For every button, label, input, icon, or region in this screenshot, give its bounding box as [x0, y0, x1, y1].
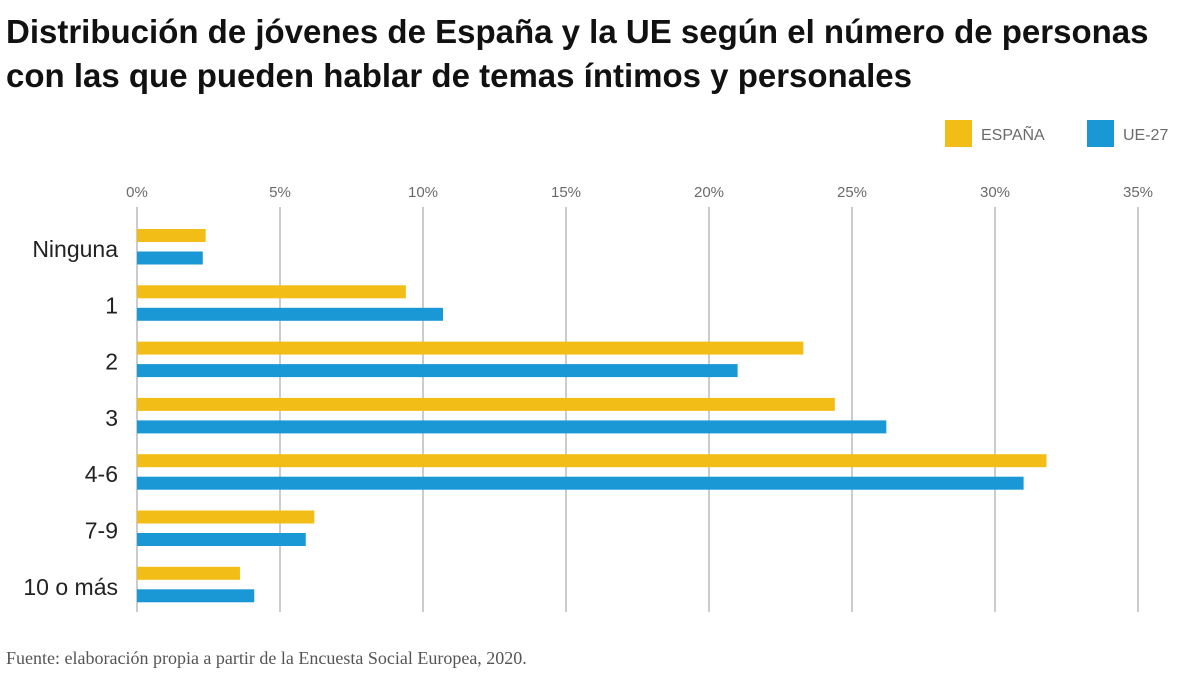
- bar: [137, 476, 1024, 490]
- bar: [137, 364, 738, 378]
- legend: ESPAÑA UE-27: [945, 120, 1168, 147]
- bar: [137, 251, 203, 265]
- x-tick-labels: 0% 5% 10% 15% 20% 25% 30% 35%: [126, 184, 1153, 201]
- legend-label: ESPAÑA: [981, 124, 1045, 144]
- x-tick-label: 5%: [269, 184, 291, 201]
- category-label: Ninguna: [32, 236, 118, 262]
- category-label: 2: [105, 349, 118, 375]
- bars: [137, 229, 1047, 603]
- category-labels: Ninguna 1 2 3 4-6 7-9 10 o más: [23, 236, 118, 600]
- bar: [137, 533, 306, 546]
- x-tick-label: 0%: [126, 184, 148, 201]
- category-label: 3: [105, 405, 118, 431]
- x-tick-label: 25%: [837, 184, 867, 201]
- x-tick-label: 10%: [408, 184, 438, 201]
- x-tick-label: 30%: [980, 184, 1010, 201]
- bar: [137, 589, 255, 603]
- chart-title: Distribución de jóvenes de España y la U…: [6, 13, 1149, 94]
- bar: [137, 397, 835, 411]
- bar: [137, 285, 406, 299]
- source-note: Fuente: elaboración propia a partir de l…: [6, 648, 527, 668]
- legend-swatch: [945, 120, 972, 147]
- category-label: 1: [105, 292, 118, 318]
- bar: [137, 341, 804, 355]
- x-tick-label: 15%: [551, 184, 581, 201]
- bar: [137, 454, 1047, 468]
- bar: [137, 307, 444, 321]
- bar: [137, 229, 206, 242]
- bar: [137, 566, 240, 580]
- x-tick-label: 20%: [694, 184, 724, 201]
- bar-chart: 0% 5% 10% 15% 20% 25% 30% 35% Ninguna 1 2 3 4-6 7-9 1…: [23, 120, 1168, 612]
- category-label: 10 o más: [23, 574, 118, 600]
- legend-label: UE-27: [1123, 127, 1168, 144]
- category-label: 4-6: [85, 461, 118, 487]
- category-label: 7-9: [85, 518, 118, 544]
- legend-swatch: [1087, 120, 1114, 147]
- bar: [137, 510, 315, 524]
- x-tick-label: 35%: [1123, 184, 1153, 201]
- bar: [137, 420, 887, 434]
